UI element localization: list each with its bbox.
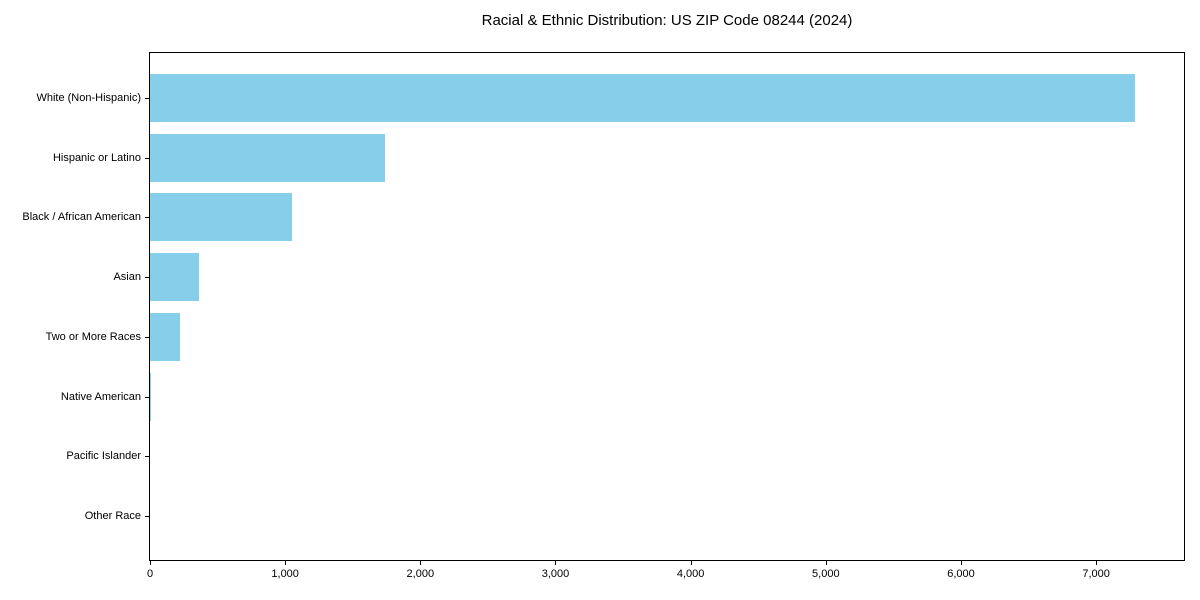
x-axis-label: 1,000 <box>271 568 299 580</box>
y-axis-label: Two or More Races <box>45 330 141 343</box>
chart-title: Racial & Ethnic Distribution: US ZIP Cod… <box>481 12 853 29</box>
y-axis-label: Black / African American <box>22 211 141 224</box>
x-axis-label: 2,000 <box>406 568 435 580</box>
y-axis-tick <box>145 217 150 219</box>
y-axis-label: White (Non-Hispanic) <box>36 92 141 104</box>
bar-hispanic-or-latino <box>150 133 386 182</box>
x-axis-tick <box>960 560 962 565</box>
y-axis-tick <box>145 98 150 99</box>
y-axis-label: Other Race <box>84 509 141 522</box>
x-axis-tick <box>690 560 692 565</box>
x-axis-label: 6,000 <box>947 568 975 580</box>
x-axis-tick <box>285 560 287 565</box>
bar-white-non-hispanic <box>150 74 1136 122</box>
y-axis-tick <box>145 515 150 517</box>
y-axis-label: Pacific Islander <box>66 450 141 463</box>
plot-area: White (Non-Hispanic) Hispanic or Latino Bl… <box>22 52 1185 580</box>
x-axis-tick <box>420 560 422 565</box>
x-axis-tick <box>150 560 151 565</box>
x-axis-tick <box>1096 560 1098 565</box>
x-axis-label: 5,000 <box>812 568 840 580</box>
y-axis-tick <box>145 456 150 458</box>
bar-native-american <box>150 372 152 421</box>
y-axis-tick <box>145 336 150 338</box>
x-axis-tick <box>825 560 827 565</box>
y-axis-label: Hispanic or Latino <box>52 151 141 164</box>
x-axis-label: 7,000 <box>1082 568 1110 580</box>
x-axis-label: 4,000 <box>676 568 705 580</box>
bar-two-or-more-races <box>150 312 180 361</box>
y-axis-label: Asian <box>113 271 141 284</box>
bar-asian <box>150 253 199 302</box>
bar-black-african-american <box>150 193 292 242</box>
x-axis-label: 3,000 <box>541 568 570 580</box>
y-axis-tick <box>145 277 150 279</box>
x-axis-label: 0 <box>146 568 154 580</box>
x-axis-tick <box>555 560 557 565</box>
y-axis-label: Native American <box>60 390 141 403</box>
y-axis-tick <box>145 396 150 398</box>
y-axis-tick <box>145 157 150 159</box>
